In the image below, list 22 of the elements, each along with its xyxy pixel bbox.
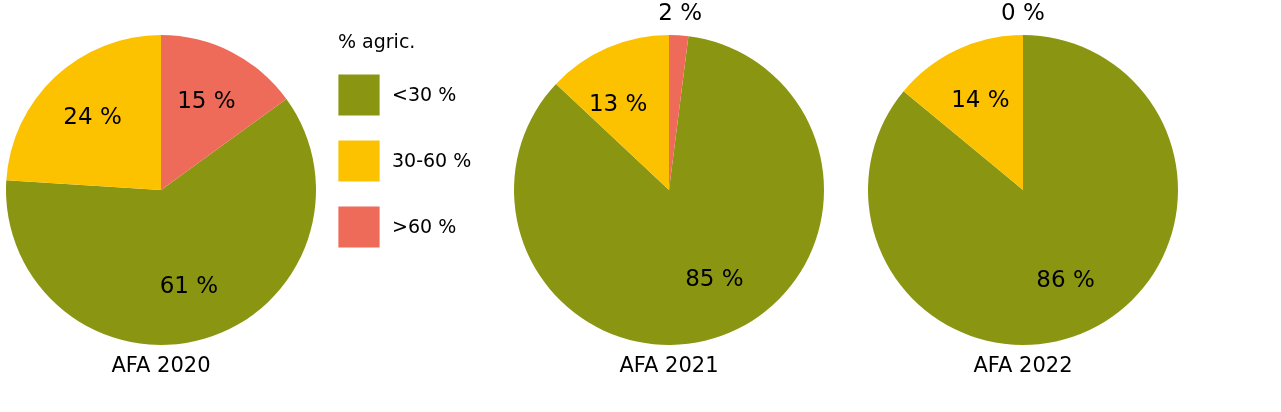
pie-slice xyxy=(161,35,287,190)
data-label: 61 % xyxy=(159,272,219,299)
pie-slice xyxy=(556,35,669,190)
pie-slice xyxy=(868,35,1178,345)
text: AFA 2021 xyxy=(619,353,719,377)
data-label: 85 % xyxy=(685,265,744,292)
text: AFA 2022 xyxy=(973,353,1073,377)
legend-label: >60 % xyxy=(392,215,457,237)
data-label: 24 % xyxy=(63,103,122,130)
pie-slice xyxy=(514,36,824,345)
data-label: 86 % xyxy=(1036,266,1095,293)
pie-slice xyxy=(6,35,161,190)
data-label: 14 % xyxy=(951,85,1010,112)
text: 0 % xyxy=(1001,0,1045,25)
data-label: 15 % xyxy=(177,86,236,113)
legend-title: % agric. xyxy=(338,30,416,52)
data-label: 13 % xyxy=(588,89,648,116)
legend-label: 30-60 % xyxy=(392,149,472,171)
data-label: 2 % xyxy=(658,0,703,26)
text: AFA 2020 xyxy=(111,353,211,377)
legend-label: <30 % xyxy=(392,83,457,105)
pie-slice xyxy=(903,35,1023,190)
